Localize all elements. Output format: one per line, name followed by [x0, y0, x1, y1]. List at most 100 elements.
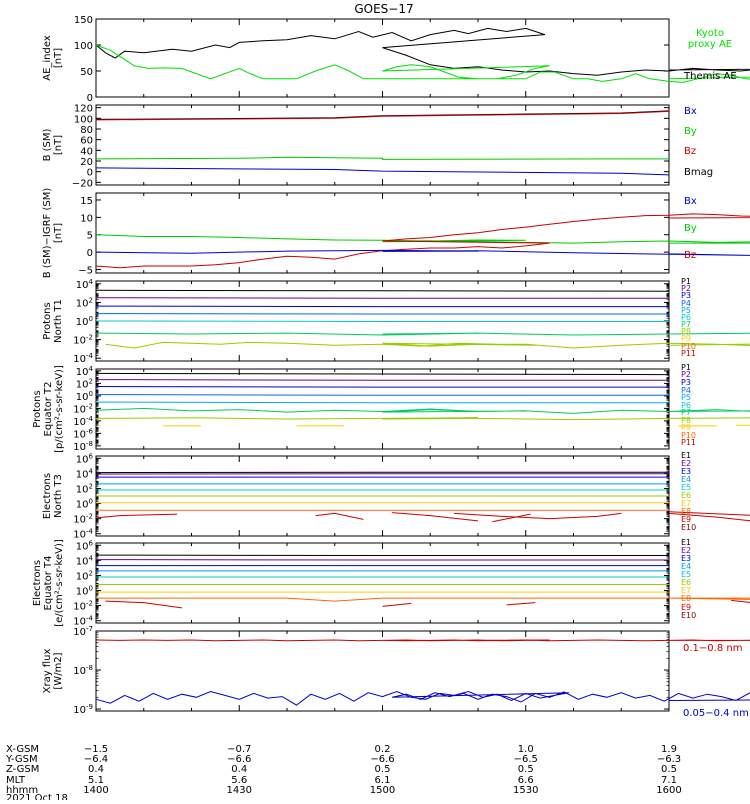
series-line-5-5	[96, 402, 669, 403]
legend-entry: P11	[681, 349, 696, 358]
y-tick-label: 10-2	[73, 600, 93, 613]
legend-entry: Bx	[684, 106, 697, 117]
y-axis-label: [nT]	[53, 135, 64, 155]
series-line-7-9	[106, 601, 182, 608]
y-tick-label: 20	[80, 157, 93, 168]
footer-row-value: 0.5	[661, 764, 677, 775]
legend-entry: Bx	[684, 196, 697, 207]
y-axis-label: Protons	[32, 390, 43, 427]
y-tick-label: 10-2	[73, 402, 93, 415]
legend-entry: Bmag	[684, 167, 713, 178]
y-tick-label: 100	[76, 390, 93, 403]
series-line-2-1	[96, 111, 669, 120]
footer-date: 2021 Oct 18	[6, 793, 68, 800]
series-line-5-2	[96, 380, 669, 381]
series-line-1-1	[96, 28, 750, 75]
y-tick-label: 100	[76, 585, 93, 598]
panel-frame	[96, 193, 669, 273]
legend-entry: 0.05−0.4 nm	[683, 708, 749, 719]
series-line-7-12	[731, 600, 750, 604]
series-line-5-3	[96, 387, 669, 388]
y-tick-label: 10-7	[73, 625, 93, 638]
legend-entry: By	[684, 223, 697, 234]
series-line-7-10	[383, 603, 412, 606]
y-tick-label: 102	[76, 296, 93, 309]
y-tick-label: 10-2	[73, 334, 93, 347]
y-axis-label: [nT]	[53, 223, 64, 243]
y-tick-label: 104	[76, 467, 94, 480]
y-axis-label: [e/(cm²-s-sr-keV)]	[54, 539, 65, 627]
y-tick-label: 0	[87, 168, 93, 179]
y-tick-label: 104	[76, 554, 94, 567]
y-axis-label: [nT]	[53, 48, 64, 68]
series-line-8-2	[96, 692, 750, 706]
series-line-4-5	[96, 321, 669, 322]
legend-entry: Kyoto	[696, 28, 724, 39]
y-tick-label: 104	[76, 278, 94, 291]
y-axis-label: [W/m2]	[53, 652, 64, 689]
y-tick-label: 10-4	[73, 415, 93, 428]
y-tick-label: 106	[76, 539, 94, 552]
y-tick-label: 40	[80, 146, 93, 157]
y-tick-label: 10-8	[73, 440, 93, 453]
series-line-6-9	[96, 514, 177, 518]
footer-row-label: Z-GSM	[6, 764, 39, 775]
footer-row-value: 1500	[370, 785, 395, 796]
series-line-8-1	[96, 640, 750, 641]
series-line-5-7	[96, 418, 750, 420]
y-tick-label: 10-4	[73, 352, 93, 365]
y-axis-label: B (SM)−IGRF (SM)	[42, 188, 53, 279]
footer-row-value: 1400	[83, 785, 108, 796]
footer-row-value: 1430	[227, 785, 252, 796]
y-axis-label: Xray flux	[42, 649, 53, 694]
y-tick-label: −20	[72, 178, 93, 189]
series-line-7-11	[507, 603, 536, 605]
series-line-4-7	[106, 342, 750, 348]
series-line-6-13	[454, 513, 621, 518]
series-line-5-1	[96, 373, 669, 374]
footer-row-value: 0.5	[518, 764, 534, 775]
y-tick-label: 102	[76, 377, 93, 390]
y-tick-label: 10-8	[73, 664, 93, 677]
y-tick-label: 0	[87, 248, 93, 259]
y-tick-label: 104	[76, 365, 94, 378]
y-tick-label: 102	[76, 482, 93, 495]
legend-entry: E10	[681, 611, 696, 620]
y-axis-label: AE_index	[42, 35, 53, 81]
series-line-5-6	[96, 408, 750, 413]
y-tick-label: 10-2	[73, 513, 93, 526]
y-tick-label: 150	[74, 15, 93, 26]
y-tick-label: 100	[74, 114, 93, 125]
y-tick-label: 10	[80, 213, 93, 224]
y-tick-label: 100	[76, 498, 93, 511]
y-tick-label: 5	[87, 231, 93, 242]
footer-row-value: 0.5	[375, 764, 391, 775]
y-tick-label: 106	[76, 452, 94, 465]
series-line-4-3	[96, 306, 669, 307]
series-line-2-3	[96, 157, 669, 159]
panel-frame	[96, 19, 669, 97]
panel-frame	[96, 631, 669, 711]
y-axis-label: Electrons	[42, 473, 53, 519]
series-line-4-6	[96, 333, 750, 335]
y-axis-label: Equator T2	[43, 382, 54, 437]
footer-row-value: 0.4	[231, 764, 247, 775]
series-line-4-2	[96, 298, 669, 299]
legend-entry: 0.1−0.8 nm	[683, 643, 742, 654]
y-axis-label: North T1	[53, 299, 64, 343]
series-line-6-10	[316, 513, 364, 519]
y-axis-label: B (SM)	[42, 128, 53, 161]
footer-row-value: 1600	[656, 785, 681, 796]
y-axis-label: Protons	[42, 302, 53, 339]
y-tick-label: 15	[80, 196, 93, 207]
y-tick-label: 102	[76, 569, 93, 582]
y-axis-label: [p/(cm²-s-sr-keV)]	[54, 365, 65, 453]
